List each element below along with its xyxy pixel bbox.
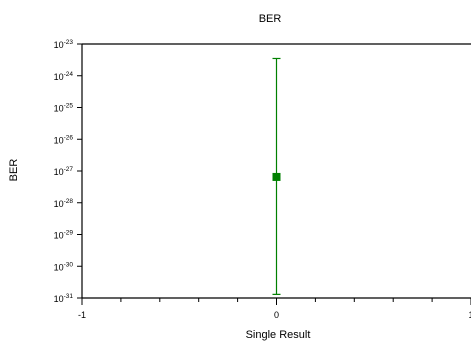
y-tick-label: 10-31 bbox=[54, 293, 74, 304]
y-tick-label: 10-30 bbox=[54, 261, 74, 272]
y-tick-label: 10-29 bbox=[54, 230, 74, 241]
x-tick-label: 1 bbox=[468, 310, 471, 320]
y-tick-label: 10-24 bbox=[54, 71, 74, 82]
x-tick-label: -1 bbox=[78, 310, 86, 320]
plot-area: 10-23 10-24 10-25 10-26 10-27 10-28 10-29 10-30… bbox=[54, 39, 471, 320]
y-axis-label: BER bbox=[8, 159, 20, 182]
y-tick-label: 10-27 bbox=[54, 166, 74, 177]
x-axis-label: Single Result bbox=[246, 329, 311, 341]
y-tick-label: 10-25 bbox=[54, 103, 74, 114]
y-tick-label: 10-28 bbox=[54, 198, 74, 209]
y-tick-label: 10-26 bbox=[54, 134, 74, 145]
x-tick-label: 0 bbox=[274, 310, 279, 320]
chart-title: BER bbox=[259, 13, 282, 25]
data-point-marker bbox=[272, 172, 281, 181]
y-tick-label: 10-23 bbox=[54, 39, 74, 50]
